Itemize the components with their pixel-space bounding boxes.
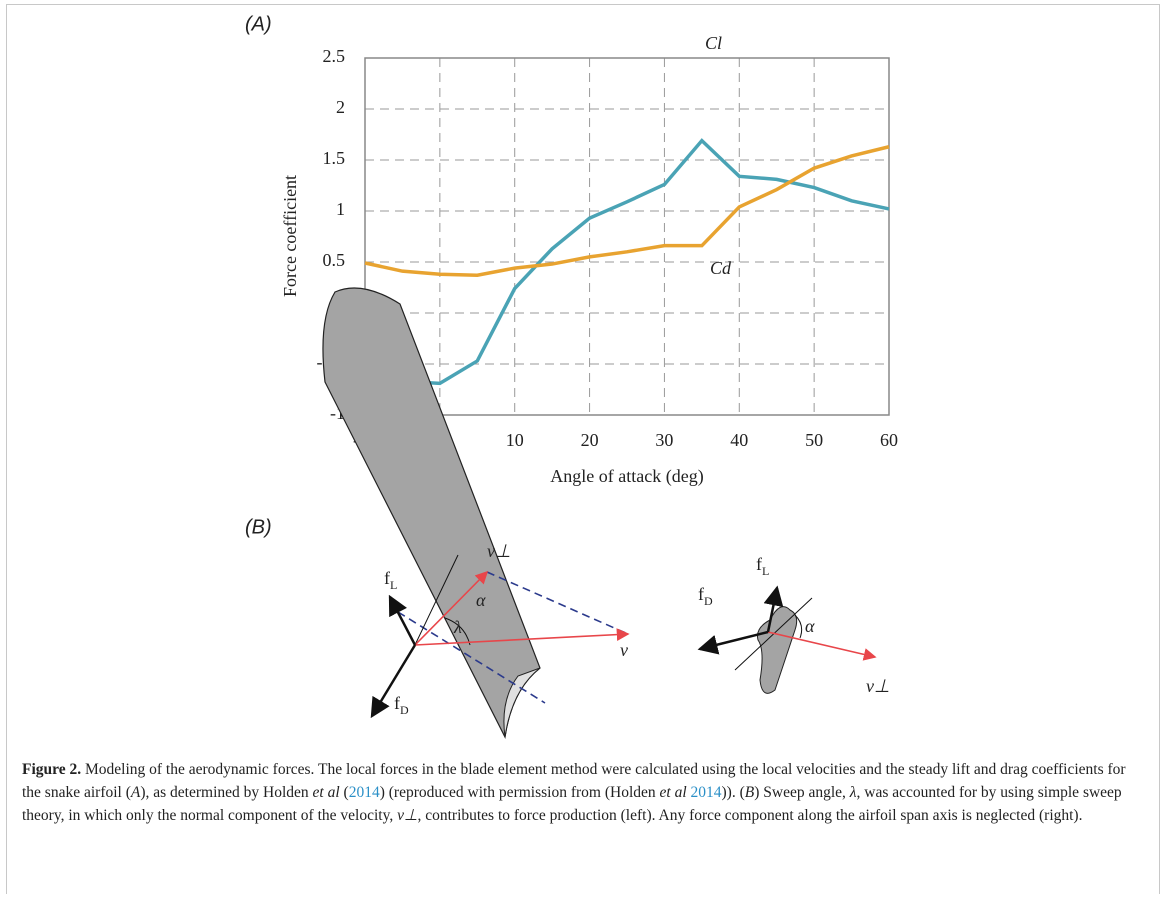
alpha-label: α (805, 616, 815, 636)
plot: -1-0.500.511.522.5-100102030405060ClCd (317, 33, 899, 450)
y-tick-label: 2.5 (323, 46, 346, 66)
cylinder (322, 287, 541, 739)
series-line (364, 138, 890, 386)
airfoil (757, 606, 798, 694)
caption-text: et al (659, 784, 687, 801)
caption-text: Figure 2. (22, 761, 82, 778)
v-normal-label: v⊥ (487, 541, 511, 561)
lift-label: fL (756, 554, 769, 578)
x-tick-label: 60 (880, 430, 898, 450)
caption-text: B (744, 784, 755, 801)
drag-arrow (697, 630, 769, 655)
caption-text: ) (reproduced with permission from (Hold… (379, 784, 660, 801)
v-normal-arrow (414, 570, 489, 646)
series-label: Cd (710, 258, 732, 278)
y-tick-label: 1 (336, 199, 345, 219)
series-label: Cl (705, 33, 722, 53)
x-tick-label: 20 (581, 430, 599, 450)
x-tick-label: 10 (506, 430, 524, 450)
panel-label: (B) (245, 516, 272, 538)
figure-frame (6, 4, 1160, 894)
caption-text: , contributes to force production (left)… (417, 807, 1083, 824)
y-tick-label: 0.5 (323, 250, 346, 270)
caption-text[interactable]: 2014 (348, 784, 380, 801)
caption-text[interactable]: 2014 (690, 784, 722, 801)
caption-text: ) Sweep angle, (754, 784, 850, 801)
drag-label: fD (394, 693, 409, 717)
x-tick-label: 50 (805, 430, 823, 450)
lift-label: fL (384, 568, 397, 592)
span-axis (397, 611, 546, 704)
x-axis-title: Angle of attack (deg) (550, 466, 703, 487)
y-axis-title: Force coefficient (280, 175, 300, 297)
series-line (364, 145, 890, 278)
caption-text: v⊥ (397, 807, 418, 824)
y-tick-label: 1.5 (323, 148, 346, 168)
caption-text: Modeling of the aerodynamic forces. The … (22, 761, 1126, 801)
drag-label: fD (698, 584, 713, 608)
caption-text: )). ( (721, 784, 745, 801)
alpha-arc (794, 614, 803, 639)
chord-line (414, 554, 459, 646)
caption-text: ), as determined by Holden (140, 784, 313, 801)
caption-text: , was accounted for by using simple swee… (22, 784, 1122, 824)
lambda-label: λ (453, 617, 462, 637)
left-diagram: fL fD α λ v⊥ v (322, 287, 630, 739)
x-tick-label: 30 (655, 430, 673, 450)
caption-text: et al (312, 784, 340, 801)
alpha-label: α (476, 590, 486, 610)
plot-frame (364, 57, 890, 416)
caption-text: ( (339, 784, 349, 801)
panel-label: (A) (245, 13, 272, 35)
cylinder-end (503, 667, 541, 738)
lift-arrow (388, 594, 417, 646)
y-tick-label: 2 (336, 97, 345, 117)
caption-text: λ (849, 784, 857, 801)
v-normal-arrow (767, 631, 877, 661)
right-diagram: fL fD α v⊥ (697, 554, 890, 696)
caption-text: A (130, 784, 141, 801)
caption: Figure 2. Modeling of the aerodynamic fo… (22, 758, 1147, 827)
v-label: v (620, 640, 628, 660)
drag-arrow (370, 644, 417, 719)
lift-arrow (763, 585, 784, 633)
v-normal-label: v⊥ (866, 676, 890, 696)
v-arrow (414, 628, 630, 646)
x-tick-label: 40 (730, 430, 748, 450)
